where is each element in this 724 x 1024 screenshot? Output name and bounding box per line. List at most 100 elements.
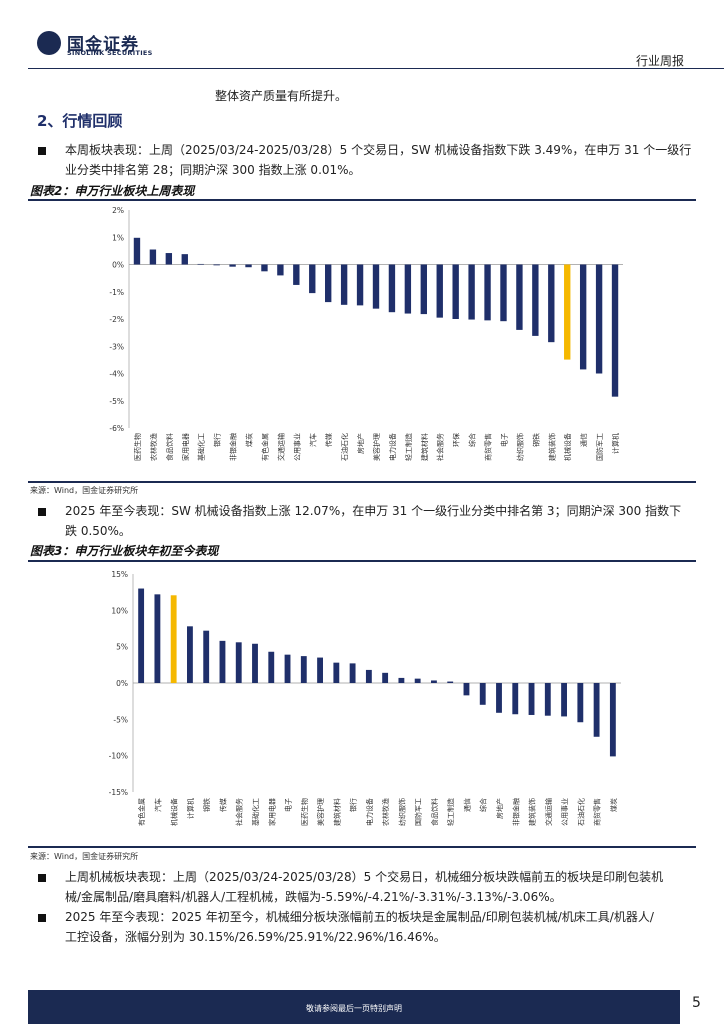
y-tick-label: 5%: [116, 643, 128, 652]
x-tick-label: 石油石化: [576, 798, 585, 826]
y-tick-label: -5%: [109, 397, 124, 406]
bar-国防军工: [414, 678, 421, 683]
bar-建筑材料: [420, 264, 427, 315]
bar-农林牧渔: [382, 672, 389, 683]
x-tick-label: 电力设备: [365, 798, 374, 826]
y-tick-label: -3%: [109, 342, 124, 351]
brand-name-cn: 国金证券: [67, 35, 139, 55]
x-tick-label: 计算机: [611, 433, 620, 454]
para2-line1: 2025 年至今表现：SW 机械设备指数上涨 12.07%，在申万 31 个一级…: [65, 504, 682, 518]
bar-计算机: [611, 264, 619, 397]
x-tick-label: 基础化工: [197, 433, 206, 461]
brand-logo-icon: [37, 31, 61, 55]
para1-line1: 本周板块表现：上周（2025/03/24-2025/03/28）5 个交易日，S…: [65, 143, 692, 157]
x-tick-label: 环保: [452, 433, 461, 447]
x-tick-label: 建筑装饰: [528, 798, 537, 826]
x-tick-label: 有色金属: [137, 798, 146, 826]
x-tick-label: 机械设备: [170, 798, 179, 826]
bar-传媒: [219, 640, 226, 683]
y-tick-label: -15%: [109, 788, 128, 797]
fig2-source: 来源：Wind，国金证券研究所: [30, 486, 139, 495]
bar-纺织服饰: [516, 264, 523, 330]
x-tick-label: 建筑材料: [332, 798, 341, 826]
bar-电力设备: [365, 669, 372, 683]
bar-医药生物: [300, 656, 307, 683]
y-tick-label: 10%: [111, 606, 128, 615]
x-tick-label: 食品饮料: [165, 433, 174, 461]
x-tick-label: 社会服务: [436, 433, 445, 461]
bar-美容护理: [317, 657, 323, 683]
bar-电力设备: [388, 264, 396, 313]
bar-汽车: [309, 264, 316, 294]
para4-line1: 2025 年至今表现：2025 年初至今，机械细分板块涨幅前五的板块是金属制品/…: [65, 910, 654, 924]
header-divider: [28, 68, 724, 69]
bullet-icon: [38, 508, 46, 516]
y-tick-label: 15%: [111, 570, 128, 579]
bar-美容护理: [372, 264, 380, 309]
bar-非银金融: [229, 264, 236, 267]
fig2-bottom-rule: [28, 481, 696, 483]
bar-环保: [452, 264, 459, 319]
x-tick-label: 通信: [579, 433, 588, 447]
bar-公用事业: [293, 264, 300, 285]
bar-有色金属: [138, 588, 145, 683]
bar-钢铁: [532, 264, 539, 336]
fig2-chart: 2% 1% 0% -1% -2% -3% -4% -5% -6% 医药生物 农林牧渔 食品饮料 家用电器…: [109, 206, 623, 461]
bar-基础化工: [197, 263, 204, 265]
x-tick-label: 交通运输: [276, 433, 285, 461]
bar-电子: [284, 654, 291, 683]
bullet-icon: [38, 874, 46, 882]
bar-钢铁: [203, 630, 210, 683]
page-number: 5: [692, 995, 701, 1011]
bar-交通运输: [544, 683, 551, 716]
x-tick-label: 非银金融: [511, 798, 520, 826]
x-tick-label: 计算机: [186, 798, 195, 819]
y-tick-label: 1%: [112, 233, 124, 242]
bar-社会服务: [436, 264, 443, 318]
x-tick-label: 综合: [479, 798, 488, 812]
fig2-top-rule: [28, 199, 696, 201]
bar-国防军工: [595, 264, 603, 374]
bar-煤炭: [245, 264, 252, 268]
x-tick-label: 公用事业: [292, 433, 301, 461]
bar-纺织服饰: [398, 677, 405, 683]
bar-商贸零售: [593, 683, 600, 737]
bar-通信: [579, 264, 587, 370]
x-tick-label: 钢铁: [202, 798, 211, 812]
x-tick-label: 社会服务: [235, 798, 244, 826]
bar-煤炭: [609, 683, 616, 757]
footer-bar: [28, 990, 680, 1024]
bar-社会服务: [235, 642, 242, 683]
bar-交通运输: [277, 264, 284, 276]
bar-银行: [213, 264, 220, 266]
footer-disclaimer: 敬请参阅最后一页特别声明: [306, 1004, 402, 1013]
bar-房地产: [496, 683, 502, 713]
x-tick-label: 汽车: [153, 798, 162, 812]
bar-机械设备: [564, 264, 571, 360]
fig3-top-rule: [28, 560, 696, 562]
bar-有色金属: [261, 264, 268, 272]
bar-食品饮料: [431, 680, 437, 683]
bullet-icon: [38, 147, 46, 155]
x-tick-label: 食品饮料: [430, 798, 439, 826]
doc-type-label: 行业周报: [635, 54, 684, 68]
x-tick-label: 房地产: [495, 798, 504, 819]
bar-综合: [468, 264, 475, 320]
x-tick-label: 石油石化: [340, 433, 349, 461]
x-tick-label: 医药生物: [300, 798, 309, 826]
x-tick-label: 电子: [284, 798, 293, 812]
x-tick-label: 建筑装饰: [547, 433, 556, 461]
y-tick-label: -1%: [109, 288, 124, 297]
x-tick-label: 煤炭: [245, 433, 254, 447]
x-tick-label: 传媒: [324, 433, 333, 447]
x-tick-label: 基础化工: [251, 798, 260, 826]
x-tick-label: 轻工制造: [446, 798, 455, 826]
brand-name-en: SINOLINK SECURITIES: [67, 49, 153, 57]
x-tick-label: 家用电器: [267, 798, 276, 826]
x-tick-label: 轻工制造: [404, 433, 413, 461]
section-title: 2、行情回顾: [37, 112, 123, 130]
x-tick-label: 房地产: [356, 433, 365, 454]
bar-建筑装饰: [528, 683, 535, 715]
x-tick-label: 纺织服饰: [515, 433, 524, 461]
bar-石油石化: [340, 264, 348, 305]
